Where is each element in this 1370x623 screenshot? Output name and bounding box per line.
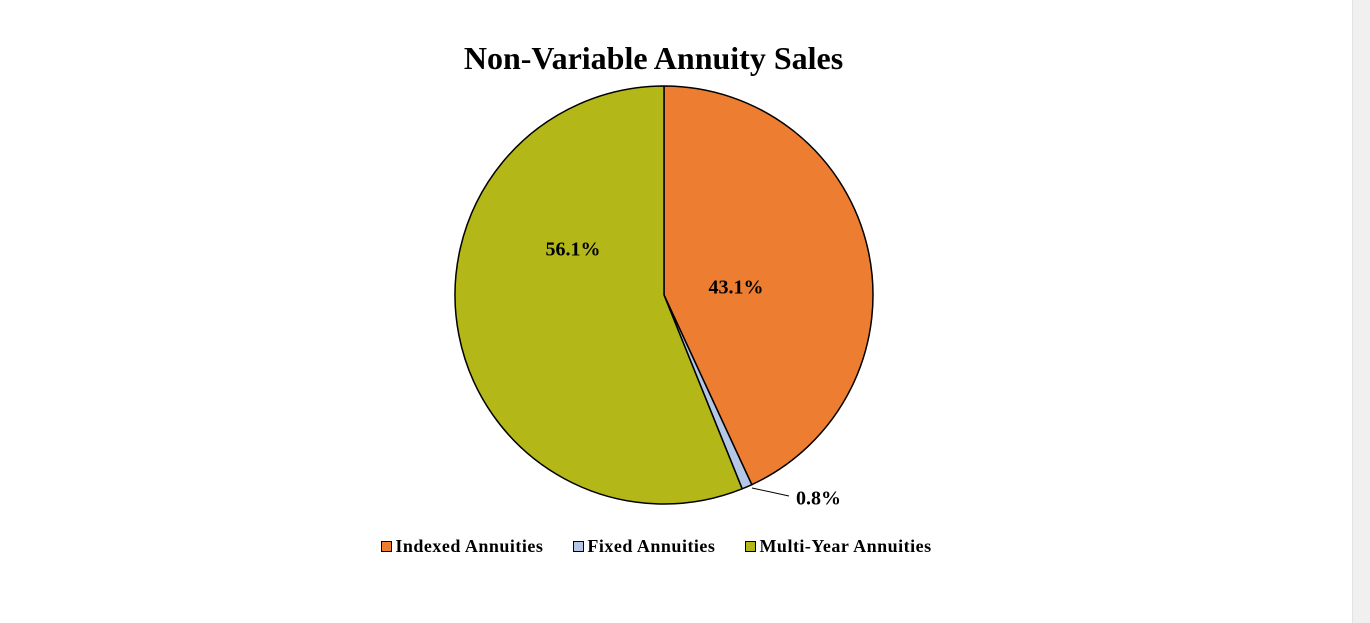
data-label-multi-year: 56.1% [546,239,601,261]
legend-label-multi-year: Multi-Year Annuities [759,536,932,556]
legend-swatch-indexed [381,541,393,552]
pie-slice-indexed-annuities [663,85,874,486]
chart-title: Non-Variable Annuity Sales [463,40,844,76]
pie-labels: 43.1% 0.8% 56.1% [546,239,842,510]
legend: Indexed Annuities Fixed Annuities Multi-… [0,536,1313,557]
legend-swatch-multi-year [745,541,757,552]
vertical-scrollbar[interactable] [1352,0,1370,623]
legend-item-indexed-annuities: Indexed Annuities [381,536,543,557]
data-label-fixed: 0.8% [796,488,841,510]
legend-item-fixed-annuities: Fixed Annuities [573,536,715,557]
legend-label-fixed: Fixed Annuities [587,536,716,556]
legend-label-indexed: Indexed Annuities [395,536,544,556]
pie-slice-multi-year-annuities [454,85,743,505]
legend-item-multi-year-annuities: Multi-Year Annuities [745,536,931,557]
data-label-indexed: 43.1% [709,277,764,299]
leader-line-fixed [751,487,790,497]
legend-swatch-fixed [573,541,585,552]
pie-slices [454,85,874,505]
